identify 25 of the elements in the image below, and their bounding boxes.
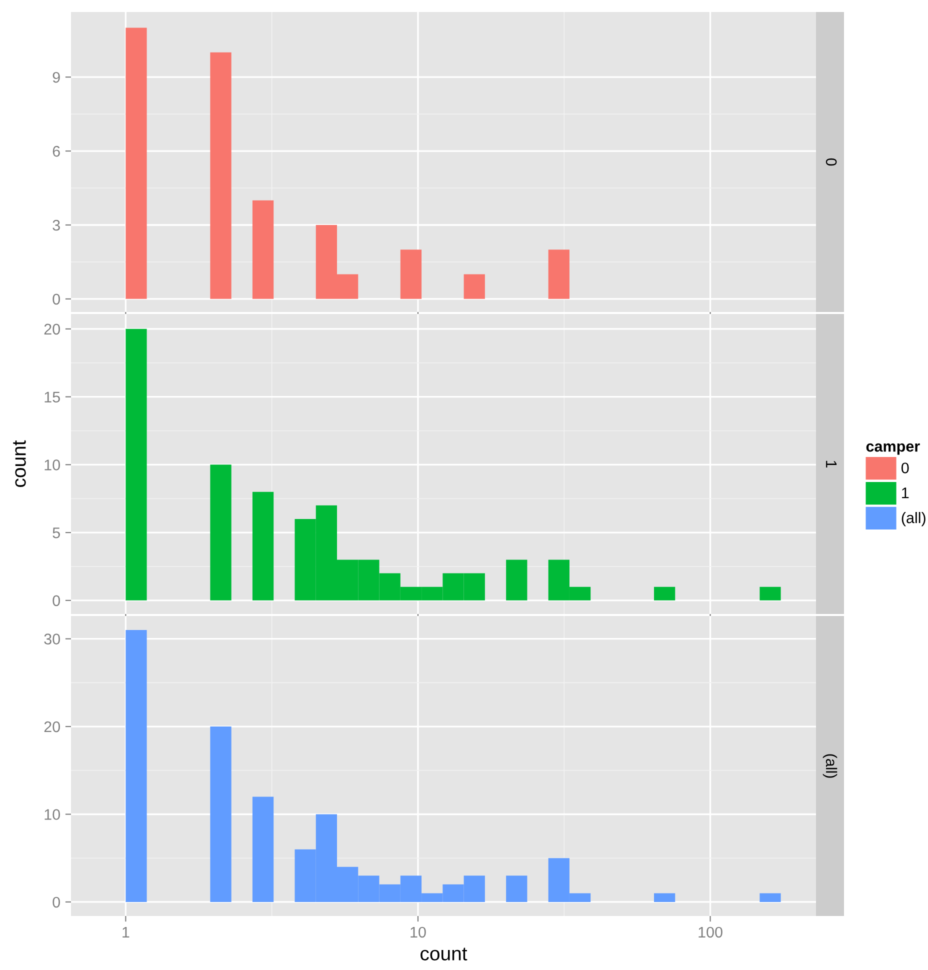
text: 1 <box>826 460 837 468</box>
legend-title: camper <box>866 443 920 455</box>
y-tick-label: 9 <box>52 72 60 83</box>
y-tick-label: 3 <box>52 220 60 231</box>
y-tick-label: 0 <box>52 294 60 305</box>
legend-label: 0 <box>901 462 909 474</box>
y-axis-title: count <box>13 440 26 487</box>
y-tick-label: 10 <box>44 809 60 820</box>
legend-label: 1 <box>902 488 909 498</box>
x-axis-title: count <box>420 948 468 960</box>
y-tick-label: 15 <box>44 392 60 402</box>
y-tick-label: 20 <box>44 721 60 732</box>
x-tick-label: 10 <box>410 926 426 938</box>
y-tick-label: 5 <box>52 528 60 538</box>
y-tick-label: 20 <box>44 324 60 335</box>
y-tick-label: 0 <box>52 595 60 606</box>
x-tick-label: 1 <box>122 926 130 938</box>
text: 0 <box>826 158 837 166</box>
x-tick-label: 100 <box>698 926 722 938</box>
y-tick-label: 30 <box>44 634 60 644</box>
y-tick-label: 10 <box>44 460 60 470</box>
legend-label: (all) <box>902 512 926 526</box>
text: (all) <box>822 754 838 778</box>
y-tick-label: 0 <box>52 896 60 908</box>
y-tick-label: 6 <box>52 146 60 157</box>
